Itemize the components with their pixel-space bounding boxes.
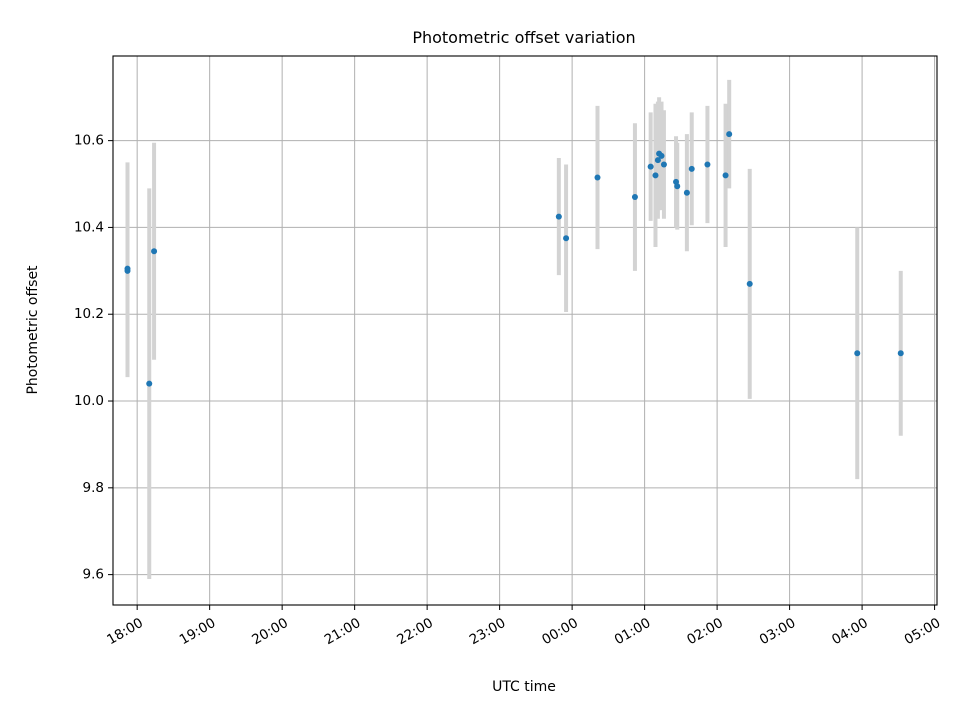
y-tick-label: 10.4 — [74, 219, 104, 235]
data-point — [151, 248, 158, 255]
data-point — [594, 174, 601, 181]
data-point — [704, 161, 711, 168]
data-point — [722, 172, 729, 179]
data-point — [660, 161, 667, 168]
data-point — [683, 189, 690, 196]
data-point — [124, 265, 131, 272]
data-point — [854, 350, 861, 357]
data-point — [726, 131, 733, 138]
y-tick-label: 10.6 — [74, 133, 104, 149]
data-point — [688, 165, 695, 172]
y-axis-label: Photometric offset — [25, 265, 41, 395]
data-point — [652, 172, 659, 179]
data-point — [897, 350, 904, 357]
data-point — [674, 183, 681, 190]
x-axis-label: UTC time — [492, 679, 556, 695]
plot-frame — [112, 55, 938, 606]
data-point — [654, 157, 661, 164]
data-point — [658, 152, 665, 159]
y-tick-label: 10.0 — [74, 393, 104, 409]
data-points — [124, 131, 904, 387]
data-point — [146, 380, 153, 387]
y-tick-label: 9.6 — [83, 567, 104, 583]
data-point — [555, 213, 562, 220]
y-tick-label: 10.2 — [74, 306, 104, 322]
y-tick-label: 9.8 — [83, 480, 104, 496]
data-point — [631, 194, 638, 201]
grid — [113, 56, 937, 605]
y-axis-ticks: 9.6 9.8 10.0 10.2 10.4 10.6 — [74, 133, 113, 583]
chart-title: Photometric offset variation — [412, 28, 635, 47]
data-point — [647, 163, 654, 170]
data-point — [746, 280, 753, 287]
data-point — [563, 235, 570, 242]
